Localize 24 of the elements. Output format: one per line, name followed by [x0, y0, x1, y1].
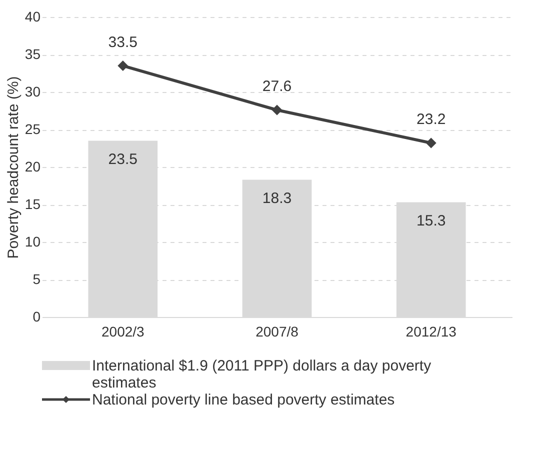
data-label: 23.2 [416, 111, 446, 128]
point [426, 138, 436, 148]
y-tick-label: 30 [24, 84, 41, 100]
y-tick-label: 40 [24, 8, 41, 24]
y-tick-label: 10 [24, 234, 41, 250]
point [272, 104, 282, 116]
y-tick-label: 25 [24, 121, 41, 137]
data-label: 23.5 [108, 150, 138, 168]
data-label: 18.3 [262, 190, 292, 207]
y-tick-label: 15 [24, 196, 41, 212]
legend-label: National poverty line based poverty estimates [92, 392, 395, 408]
y-tick-label: 35 [24, 46, 41, 62]
data-label: 27.6 [262, 78, 292, 95]
data-label: 33.5 [108, 34, 138, 51]
x-tick-label: 2012/13 [406, 324, 457, 340]
y-tick-label: 5 [32, 271, 41, 287]
x-tick-label: 2002/3 [101, 324, 145, 340]
y-tick-label: 0 [32, 308, 41, 324]
y-axis-title: Poverty headcount rate (%) [4, 76, 22, 259]
data-label: 15.3 [416, 212, 446, 230]
y-tick-label: 20 [24, 158, 41, 174]
x-tick-label: 2007/8 [256, 324, 299, 340]
legend-label: International $1.9 (2011 PPP) dollars a day poverty estimates [92, 358, 432, 392]
point [118, 60, 128, 71]
